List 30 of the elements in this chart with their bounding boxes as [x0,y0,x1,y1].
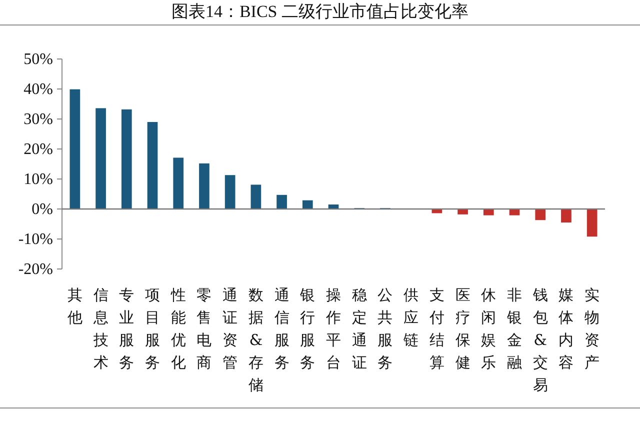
y-tick-label: 30% [24,111,53,128]
x-tick-label: 银行服务 [299,286,316,372]
chart-title: 图表14：BICS 二级行业市值占比变化率 [171,2,469,21]
x-tick-label: 通证资管 [222,286,238,372]
x-tick-label: 信息技术 [92,286,108,372]
x-tick-label: 实物资产 [584,286,600,372]
x-tick-label: 数据&存储 [248,286,264,394]
y-tick-label: 50% [24,51,53,68]
x-tick-label: 项目服务 [145,286,160,372]
y-tick-label: 40% [24,81,53,98]
x-tick-label: 操作平台 [325,286,341,372]
y-tick-label: 0% [32,201,53,218]
x-tick-label: 医疗保健 [455,286,470,372]
y-tick-label: -10% [18,231,53,248]
x-tick-label: 非银金融 [506,286,522,372]
x-tick-label: 性能优化 [170,286,186,372]
x-tick-label: 媒体内容 [558,286,574,372]
x-tick-label: 供应链 [402,286,419,349]
y-tick-label: -20% [18,261,53,278]
x-tick-label: 稳定通证 [352,286,367,372]
x-tick-label: 专业服务 [119,286,134,372]
x-tick-label: 其他 [67,286,82,326]
y-tick-label: 10% [24,171,53,188]
y-tick-label: 20% [24,141,53,158]
x-tick-label: 休闲娱乐 [481,286,496,372]
x-tick-label: 支付结算 [428,286,444,372]
x-tick-label: 通信服务 [274,286,290,372]
x-tick-label: 零售电商 [196,286,212,372]
x-tick-label: 钱包&交易 [532,286,548,394]
x-tick-label: 公共服务 [378,286,393,372]
